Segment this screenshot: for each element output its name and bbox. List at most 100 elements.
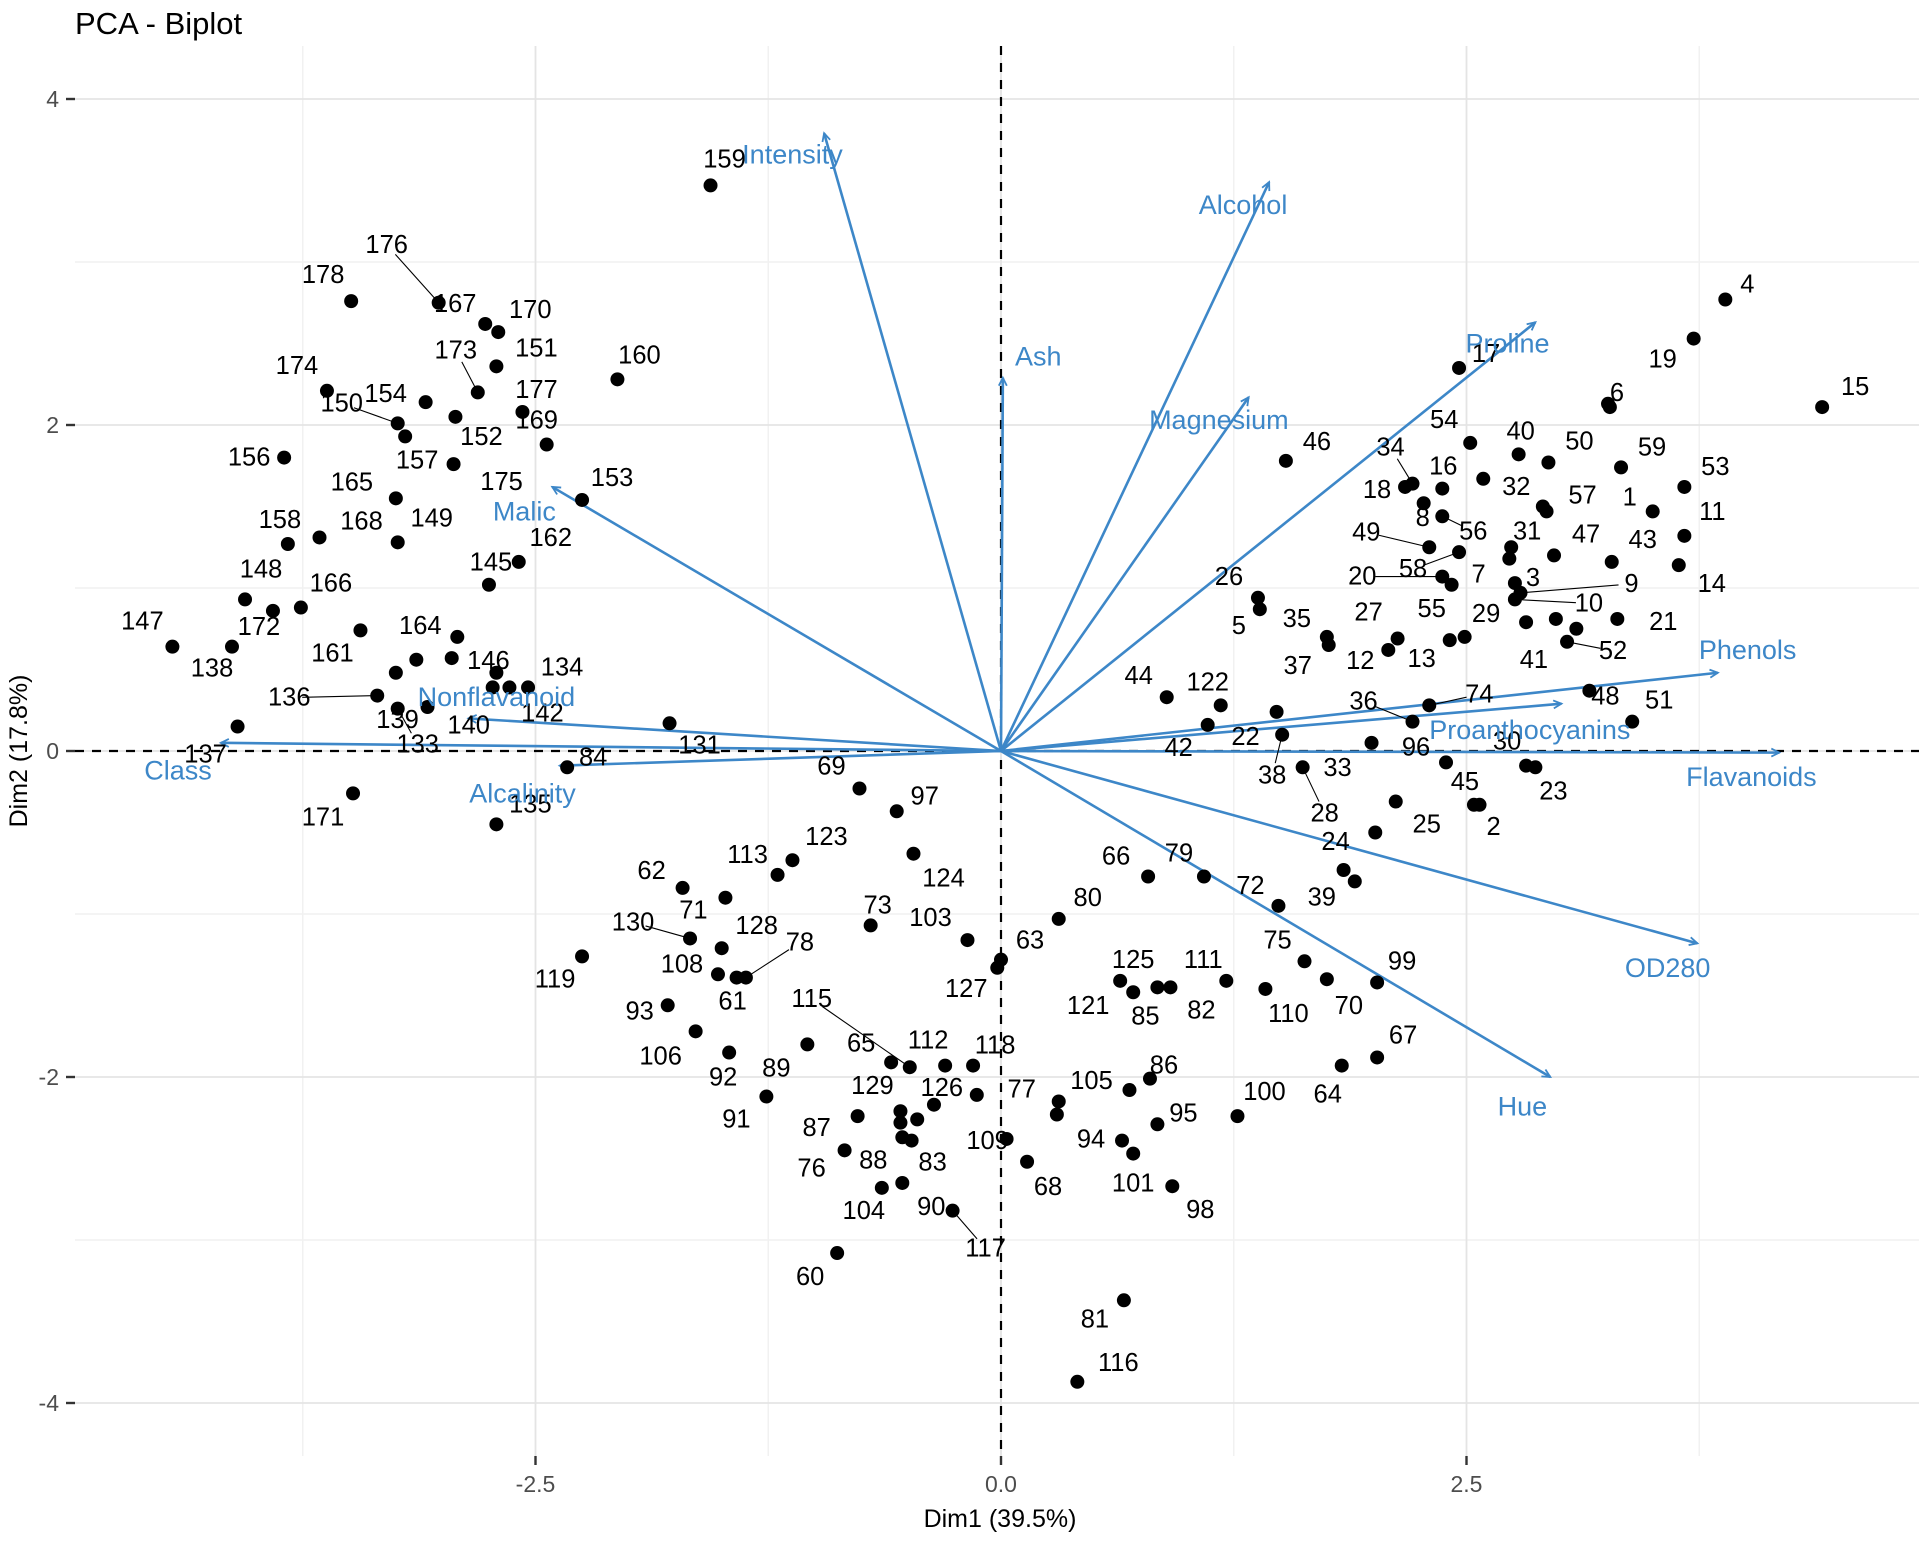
y-tick-label: -4 [39, 1390, 60, 1416]
variable-label-alcalinity: Alcalinity [469, 778, 576, 808]
data-point-166 [293, 600, 308, 615]
data-point-23 [1528, 760, 1543, 775]
data-point-42 [1200, 717, 1215, 732]
label-leader-line [1378, 534, 1430, 548]
data-point-73 [863, 918, 878, 933]
point-label-154: 154 [364, 380, 407, 408]
point-label-116: 116 [1098, 1349, 1139, 1377]
data-point-111 [1219, 973, 1234, 988]
data-point-170 [491, 325, 506, 340]
data-point-178 [344, 294, 359, 309]
point-label-39: 39 [1308, 883, 1336, 911]
point-label-46: 46 [1303, 428, 1331, 456]
data-point [409, 652, 424, 667]
point-label-98: 98 [1186, 1196, 1214, 1224]
label-leader-line [353, 407, 398, 424]
point-label-84: 84 [579, 743, 607, 771]
point-label-17: 17 [1472, 340, 1500, 368]
data-point-149 [390, 535, 405, 550]
label-leader-line [461, 361, 479, 393]
x-tick-label: 0.0 [985, 1471, 1017, 1497]
data-point-171 [346, 786, 361, 801]
point-label-11: 11 [1699, 498, 1725, 526]
data-point-153 [575, 492, 590, 507]
data-point-40 [1511, 447, 1526, 462]
point-label-36: 36 [1349, 688, 1377, 716]
point-label-135: 135 [509, 790, 552, 818]
data-point-162 [511, 554, 526, 569]
point-label-92: 92 [709, 1064, 737, 1092]
data-point-125 [1113, 973, 1128, 988]
point-label-15: 15 [1841, 373, 1869, 401]
point-label-62: 62 [637, 857, 665, 885]
x-tick-label: -2.5 [516, 1471, 556, 1497]
data-point-21 [1610, 611, 1625, 626]
data-point-123 [785, 853, 800, 868]
point-label-86: 86 [1150, 1052, 1178, 1080]
data-point-146 [489, 665, 504, 680]
variable-label-nonflavanoid: Nonflavanoid [418, 682, 576, 712]
point-label-51: 51 [1645, 687, 1673, 715]
variable-label-malic: Malic [493, 496, 556, 526]
data-point-2 [1472, 797, 1487, 812]
data-point-128 [714, 941, 729, 956]
data-point-91 [759, 1089, 774, 1104]
data-point-22 [1269, 704, 1284, 719]
data-point [910, 1112, 925, 1127]
data-point-82 [1163, 980, 1178, 995]
data-point-83 [904, 1133, 919, 1148]
point-label-96: 96 [1402, 733, 1430, 761]
point-label-41: 41 [1520, 646, 1548, 674]
point-label-48: 48 [1591, 683, 1619, 711]
data-point-4 [1718, 292, 1733, 307]
variable-arrow-proline [1000, 321, 1537, 753]
data-points [165, 178, 1830, 1389]
point-label-28: 28 [1310, 799, 1338, 827]
data-point-97 [889, 804, 904, 819]
data-point-154 [418, 395, 433, 410]
point-label-148: 148 [240, 555, 283, 583]
point-label-133: 133 [396, 731, 439, 759]
label-leader-line [397, 708, 412, 734]
data-point-167 [478, 316, 493, 331]
point-label-25: 25 [1413, 811, 1441, 839]
point-label-164: 164 [399, 612, 442, 640]
data-point-98 [1165, 1179, 1180, 1194]
data-point-108 [710, 967, 725, 982]
data-point-126 [969, 1087, 984, 1102]
data-point-60 [830, 1246, 845, 1261]
data-point-140 [485, 680, 500, 695]
point-label-82: 82 [1187, 996, 1215, 1024]
variable-label-ash: Ash [1015, 342, 1062, 372]
data-point-65 [884, 1055, 899, 1070]
data-point-33 [1364, 735, 1379, 750]
data-point-55 [1442, 633, 1457, 648]
point-label-117: 117 [965, 1235, 1006, 1263]
label-leader-line [1425, 551, 1460, 566]
point-label-121: 121 [1067, 992, 1110, 1020]
point-label-7: 7 [1472, 561, 1486, 589]
point-label-3: 3 [1526, 564, 1540, 592]
data-point-93 [660, 998, 675, 1013]
label-leader-line [1274, 734, 1283, 764]
point-label-106: 106 [639, 1042, 682, 1070]
variable-arrow-class [218, 738, 1002, 753]
data-point-26 [1250, 590, 1265, 605]
point-label-71: 71 [679, 897, 707, 925]
data-point-79 [1196, 869, 1211, 884]
variable-label-phenols: Phenols [1699, 635, 1797, 665]
point-label-64: 64 [1314, 1081, 1342, 1109]
data-point-54 [1463, 435, 1478, 450]
point-label-72: 72 [1236, 872, 1264, 900]
data-point-131 [662, 716, 677, 731]
point-label-23: 23 [1539, 777, 1567, 805]
data-point-177 [515, 404, 530, 419]
data-point-70 [1319, 972, 1334, 987]
data-point-25 [1388, 794, 1403, 809]
data-point-86 [1142, 1071, 1157, 1086]
data-point-13 [1457, 629, 1472, 644]
point-label-160: 160 [618, 341, 661, 369]
label-leader-line [1429, 696, 1467, 706]
